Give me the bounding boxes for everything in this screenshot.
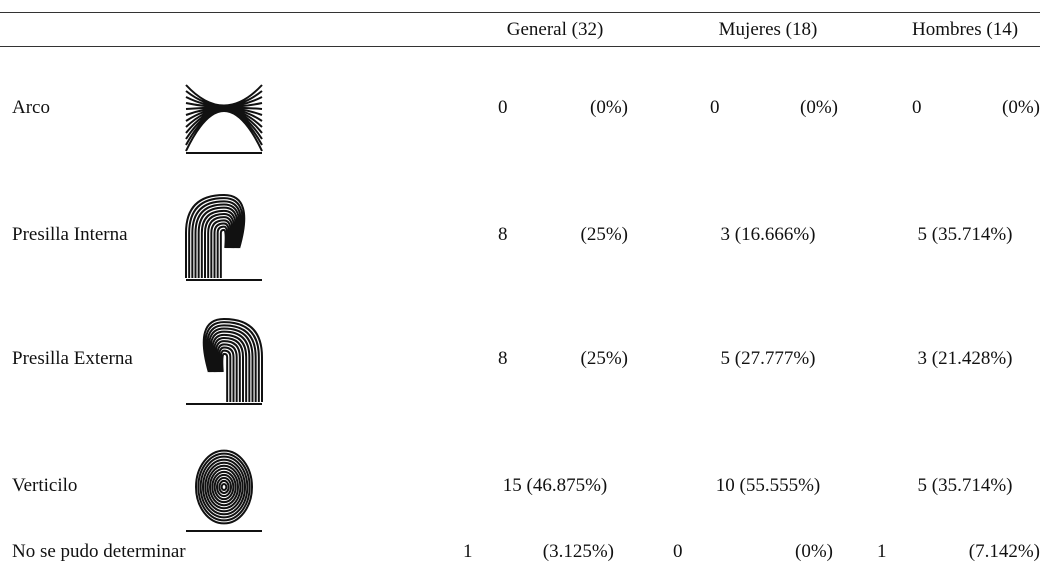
cell-value: 5 (27.777%) — [721, 348, 816, 370]
cell-count: 1 — [463, 541, 473, 563]
cell-count: 1 — [877, 541, 887, 563]
row-label: No se pudo determinar — [12, 541, 186, 563]
fingerprint-icon — [184, 188, 264, 283]
cell-value: 15 (46.875%) — [503, 475, 607, 497]
column-header: Hombres (14) — [912, 19, 1018, 41]
cell-percent: (0%) — [795, 541, 833, 563]
row-label: Presilla Externa — [12, 348, 133, 370]
cell-value: 5 (35.714%) — [918, 475, 1013, 497]
fingerprint-icon — [184, 439, 264, 534]
header-rule — [0, 46, 1040, 47]
top-rule — [0, 12, 1040, 13]
cell-percent: (0%) — [800, 97, 838, 119]
cell-count: 8 — [498, 348, 508, 370]
cell-value: 3 (16.666%) — [721, 224, 816, 246]
row-label: Arco — [12, 97, 50, 119]
cell-percent: (0%) — [1002, 97, 1040, 119]
cell-value: 5 (35.714%) — [918, 224, 1013, 246]
cell-count: 0 — [498, 97, 508, 119]
row-label: Verticilo — [12, 475, 77, 497]
column-header: General (32) — [507, 19, 604, 41]
cell-percent: (25%) — [581, 224, 628, 246]
cell-percent: (25%) — [581, 348, 628, 370]
column-header: Mujeres (18) — [719, 19, 818, 41]
cell-value: 10 (55.555%) — [716, 475, 820, 497]
cell-count: 0 — [710, 97, 720, 119]
fingerprint-icon — [184, 61, 264, 156]
cell-percent: (7.142%) — [969, 541, 1040, 563]
cell-count: 8 — [498, 224, 508, 246]
cell-count: 0 — [912, 97, 922, 119]
cell-percent: (3.125%) — [543, 541, 614, 563]
table-page: General (32) Mujeres (18) Hombres (14) Arco… — [0, 0, 1057, 577]
fingerprint-icon — [184, 312, 264, 407]
cell-count: 0 — [673, 541, 683, 563]
cell-value: 3 (21.428%) — [918, 348, 1013, 370]
row-label: Presilla Interna — [12, 224, 128, 246]
cell-percent: (0%) — [590, 97, 628, 119]
